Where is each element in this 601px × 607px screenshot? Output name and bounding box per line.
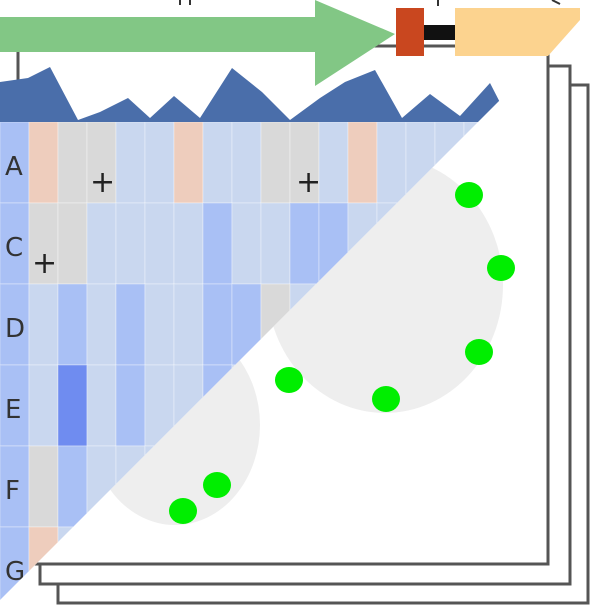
heatmap-cell	[231, 202, 262, 285]
heatmap-cell	[318, 121, 349, 204]
heatmap-cell	[202, 121, 233, 204]
row-label: G	[5, 557, 25, 587]
plus-marker: +	[90, 165, 115, 200]
heatmap-cell	[86, 364, 117, 447]
gene-arrow	[0, 0, 395, 86]
heatmap-cell	[28, 121, 59, 204]
cluster-dot	[455, 182, 483, 208]
row-label: E	[5, 395, 21, 425]
cluster-dot	[487, 255, 515, 281]
cluster-dot	[203, 472, 231, 498]
heatmap-cell	[86, 121, 117, 204]
heatmap-cell	[144, 121, 175, 204]
heatmap-cell	[0, 364, 30, 447]
linker-bar	[420, 25, 460, 40]
heatmap-cell	[144, 202, 175, 285]
feature-box-orange	[455, 8, 580, 56]
row-label: D	[5, 314, 25, 344]
heatmap-cell	[231, 121, 262, 204]
coverage-mountain	[0, 67, 510, 122]
heatmap-cell	[289, 121, 320, 204]
heatmap-cell	[173, 121, 204, 204]
plus-markers: + + +	[32, 165, 321, 281]
heatmap-cell	[347, 121, 378, 204]
cluster-dots	[169, 182, 515, 524]
feature-box-red	[396, 8, 424, 56]
heatmap-cell	[115, 121, 146, 204]
row-label: A	[5, 152, 23, 182]
heatmap-cell	[57, 445, 88, 528]
heatmap-cell	[260, 121, 291, 204]
heatmap-cell	[28, 283, 59, 366]
heatmap-cell	[260, 202, 291, 285]
plus-marker: +	[32, 246, 57, 281]
cluster-dot	[169, 498, 197, 524]
row-label: C	[5, 233, 23, 263]
heatmap-cell	[115, 283, 146, 366]
heatmap-cell	[202, 202, 233, 285]
heatmap-cell	[202, 283, 233, 366]
heatmap-cell	[57, 121, 88, 204]
heatmap-cell	[86, 202, 117, 285]
heatmap-cell	[115, 202, 146, 285]
heatmap-cell	[86, 283, 117, 366]
heatmap-cell	[115, 364, 146, 447]
heatmap-cell	[376, 121, 407, 204]
row-label: F	[5, 476, 20, 506]
heatmap-cell	[57, 364, 88, 447]
heatmap-cell	[0, 283, 30, 366]
heatmap-cell	[144, 283, 175, 366]
heatmap-cell	[28, 364, 59, 447]
heatmap-cell	[28, 445, 59, 528]
heatmap-cell	[289, 202, 320, 285]
heatmap-cell	[57, 283, 88, 366]
cluster-dot	[275, 367, 303, 393]
cluster-dot	[465, 339, 493, 365]
gene-track	[0, 0, 580, 86]
plus-marker: +	[296, 165, 321, 200]
gene-tick	[551, 0, 561, 5]
heatmap-row-labels: A C D E F G	[5, 152, 25, 587]
heatmap-cell	[173, 283, 204, 366]
heatmap-cell	[57, 202, 88, 285]
heatmap-cell	[173, 202, 204, 285]
cluster-dot	[372, 386, 400, 412]
